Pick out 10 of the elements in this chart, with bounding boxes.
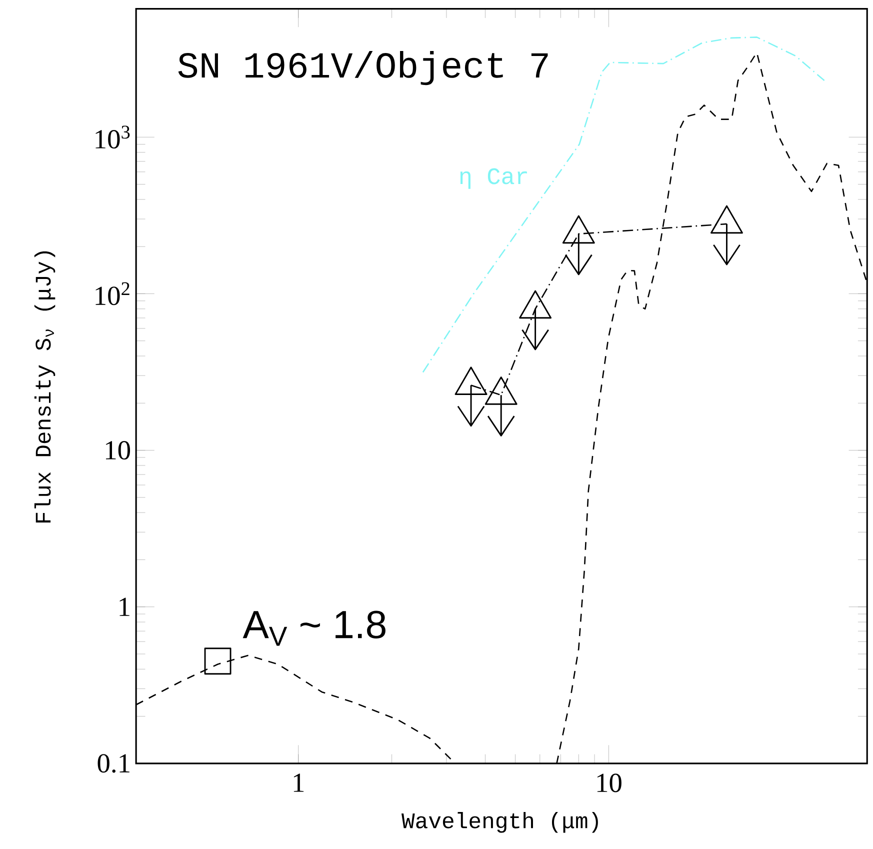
series-label: η Car (460, 168, 527, 190)
annotation: A$_{V}$ ~ 1.8 (242, 610, 386, 646)
y-tick-label: 10 (106, 441, 130, 460)
y-tick-label: 10$^{3}$ (96, 126, 130, 149)
text: SN 1961V/Object 7 (178, 51, 548, 86)
y-tick-label: 10$^{2}$ (96, 282, 130, 306)
y-tick-label: 1 (120, 598, 130, 616)
y-tick-label: 0.1 (98, 754, 130, 773)
x-axis-title: Wavelength (μm) (401, 812, 598, 833)
text: Flux Density S$_{ν}$ (μJy) (34, 252, 56, 523)
